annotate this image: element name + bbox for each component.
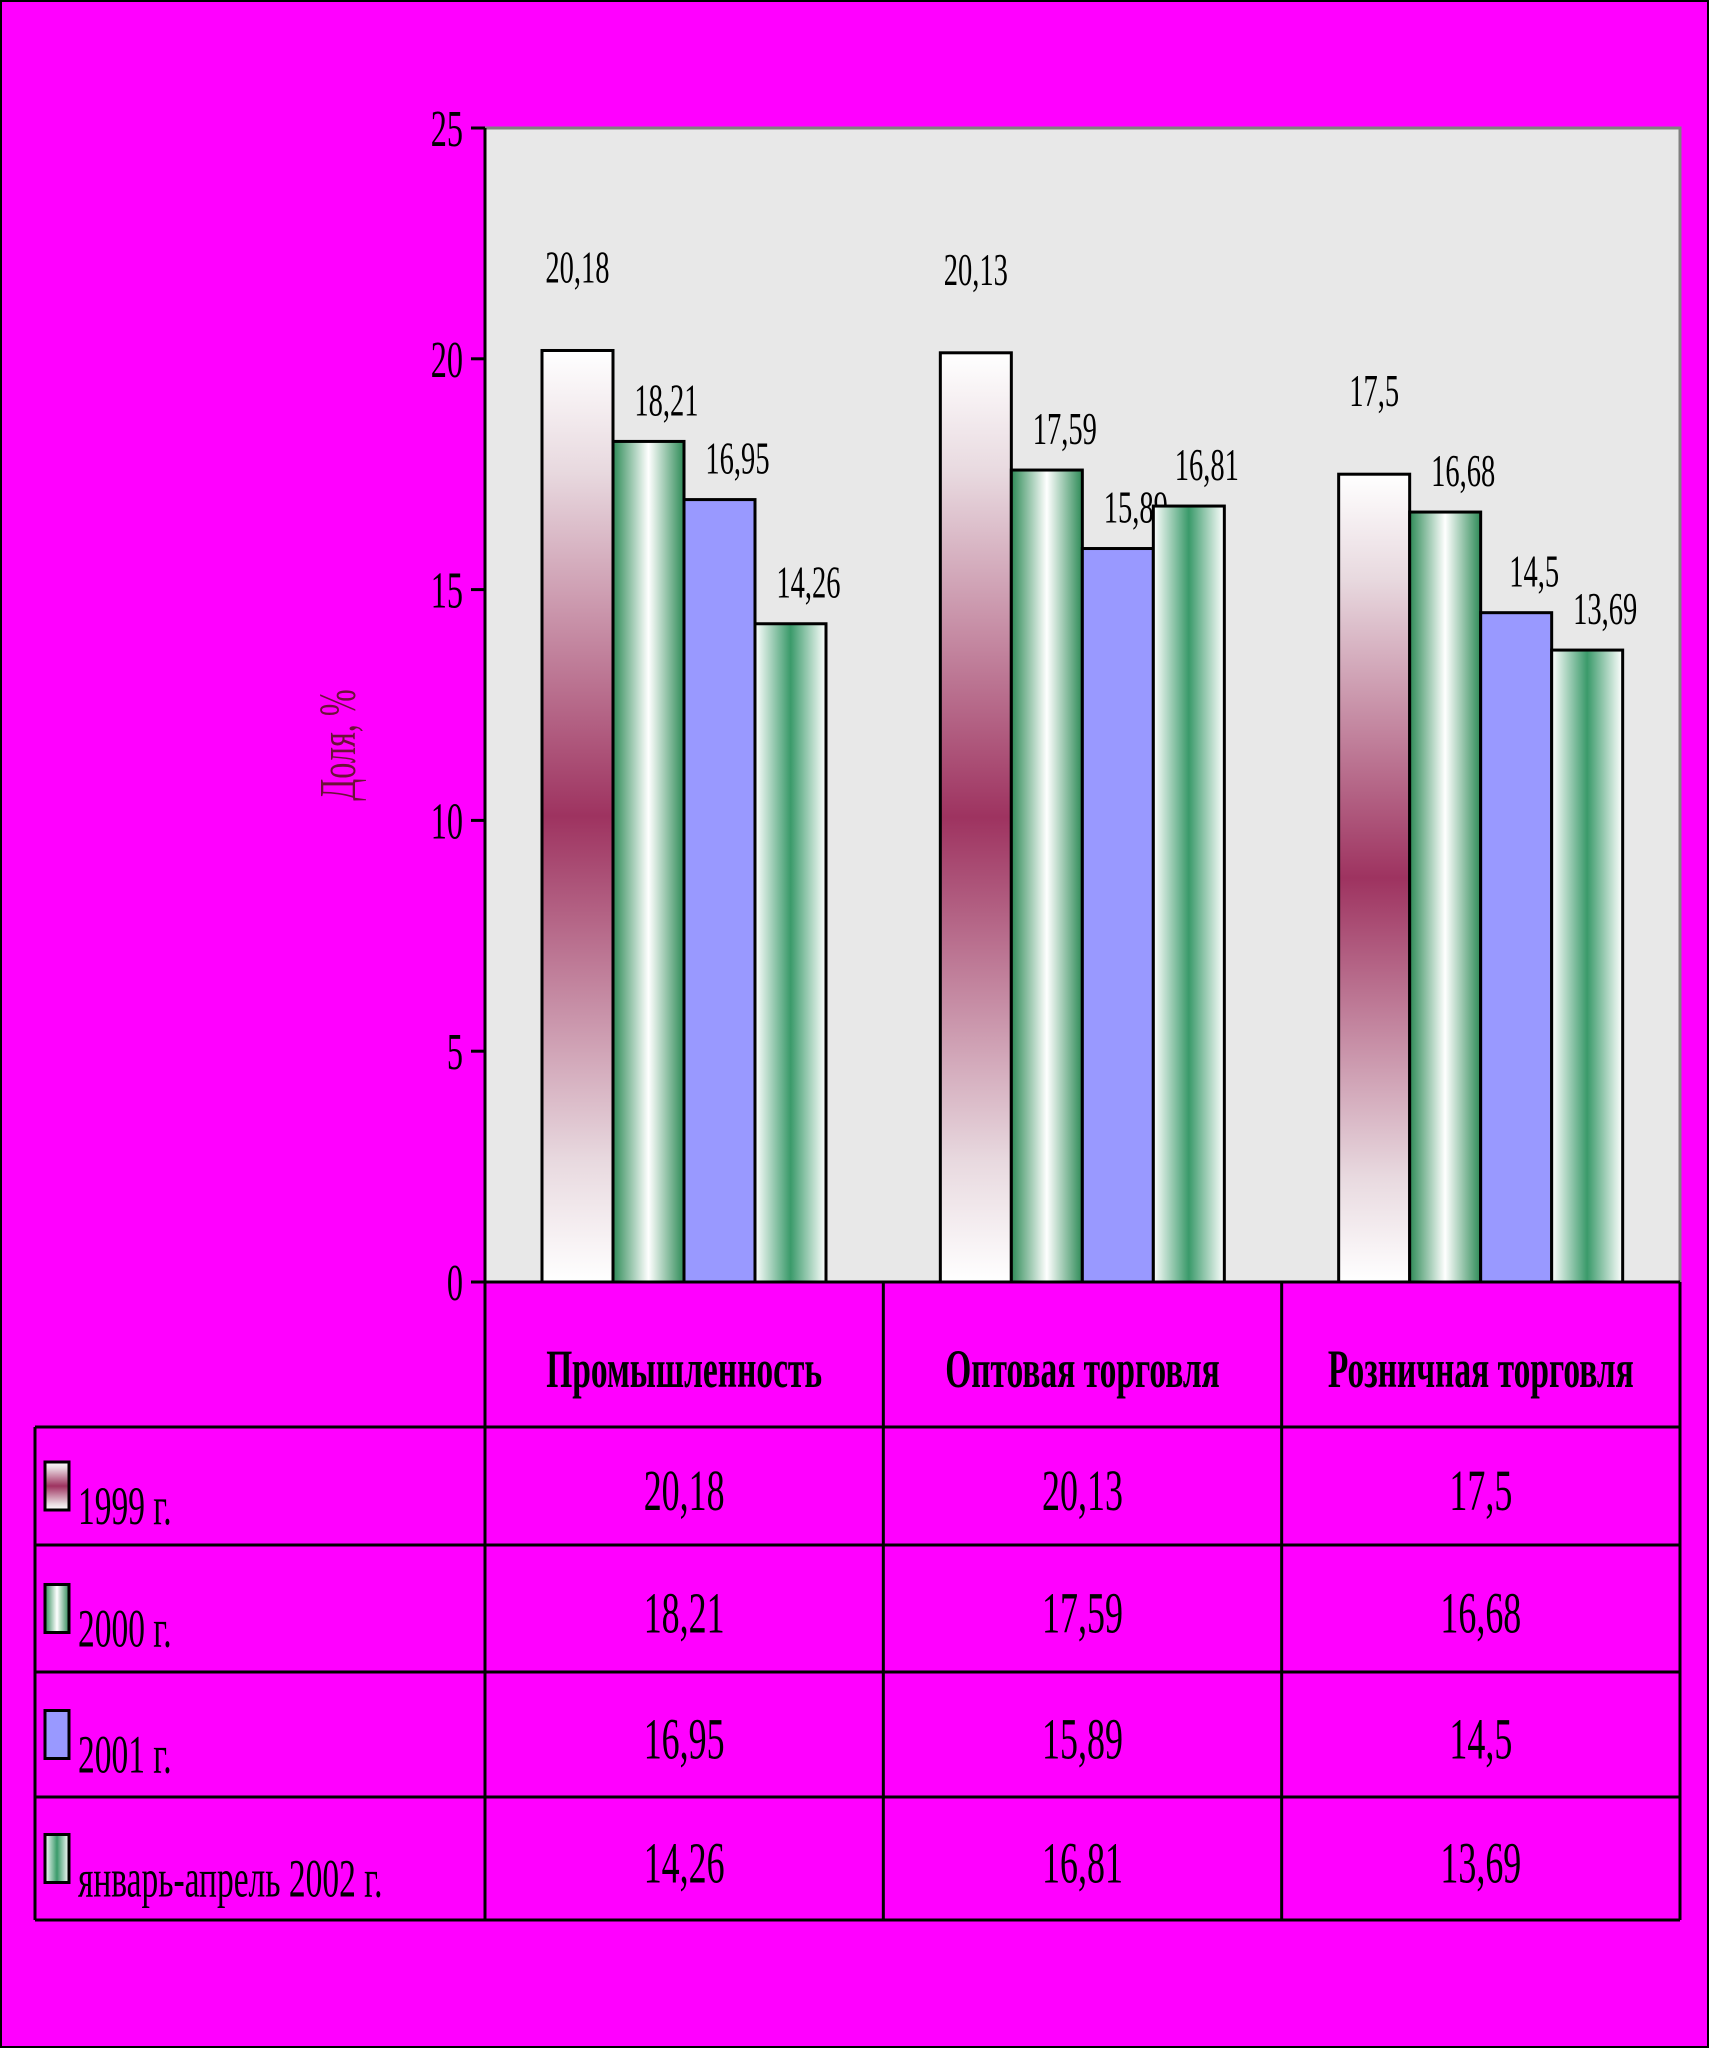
bar-data-label: 17,5 [1349, 367, 1399, 417]
table-cell-value: 13,69 [1440, 1832, 1521, 1896]
bar-data-label: 17,59 [1033, 404, 1097, 454]
legend-key-4 [43, 1833, 71, 1884]
bar-3-2 [1080, 547, 1155, 1284]
bar-2-2 [1009, 468, 1084, 1284]
bar-data-label: 13,69 [1573, 584, 1637, 634]
y-tick-label: 5 [447, 1024, 463, 1082]
bar-1-3 [1337, 472, 1412, 1284]
bar-3-3 [1479, 611, 1554, 1284]
category-label: Промышленность [546, 1339, 822, 1399]
table-cell-value: 16,68 [1440, 1582, 1521, 1646]
category-label: Оптовая торговля [945, 1339, 1220, 1399]
bar-2-3 [1408, 510, 1483, 1284]
legend-row-label: 2000 г. [78, 1598, 172, 1658]
table-cell-value: 14,5 [1449, 1708, 1512, 1772]
table-cell-value: 17,59 [1042, 1582, 1123, 1646]
legend-row-label: 2001 г. [78, 1724, 172, 1784]
bar-4-1 [753, 622, 828, 1284]
bar-data-label: 14,26 [776, 558, 840, 608]
bar-data-label: 20,18 [545, 243, 609, 293]
bar-1-2 [938, 351, 1013, 1284]
bar-1-1 [540, 348, 615, 1284]
y-axis-title: Доля, % [309, 689, 367, 801]
y-tick-label: 25 [431, 100, 463, 158]
y-tick-label: 20 [431, 331, 463, 389]
bar-data-label: 14,5 [1509, 547, 1559, 597]
table-cell-value: 16,95 [644, 1708, 725, 1772]
y-tick-label: 15 [431, 562, 463, 620]
legend-row-label: 1999 г. [78, 1476, 172, 1536]
table-cell-value: 14,26 [644, 1832, 725, 1896]
bar-data-label: 16,81 [1175, 440, 1239, 490]
bar-data-label: 18,21 [634, 376, 698, 426]
table-cell-value: 16,81 [1042, 1832, 1123, 1896]
table-cell-value: 20,13 [1042, 1460, 1123, 1524]
bar-data-label: 16,68 [1431, 446, 1495, 496]
y-tick-label: 0 [447, 1254, 463, 1312]
table-cell-value: 17,5 [1449, 1460, 1512, 1524]
table-cell-value: 20,18 [644, 1460, 725, 1524]
bar-3-1 [682, 498, 757, 1284]
legend-key-1 [43, 1460, 71, 1512]
bar-2-1 [611, 439, 686, 1284]
table-cell-value: 18,21 [644, 1582, 725, 1646]
bar-data-label: 20,13 [944, 245, 1008, 295]
bar-4-3 [1550, 648, 1625, 1284]
legend-row-label: январь-апрель 2002 г. [78, 1848, 382, 1908]
table-cell-value: 15,89 [1042, 1708, 1123, 1772]
y-tick-label: 10 [431, 793, 463, 851]
legend-key-2 [43, 1583, 71, 1634]
bar-4-2 [1151, 504, 1226, 1284]
legend-key-3 [43, 1709, 71, 1760]
bar-data-label: 16,95 [705, 434, 769, 484]
category-label: Розничная торговля [1328, 1339, 1634, 1399]
